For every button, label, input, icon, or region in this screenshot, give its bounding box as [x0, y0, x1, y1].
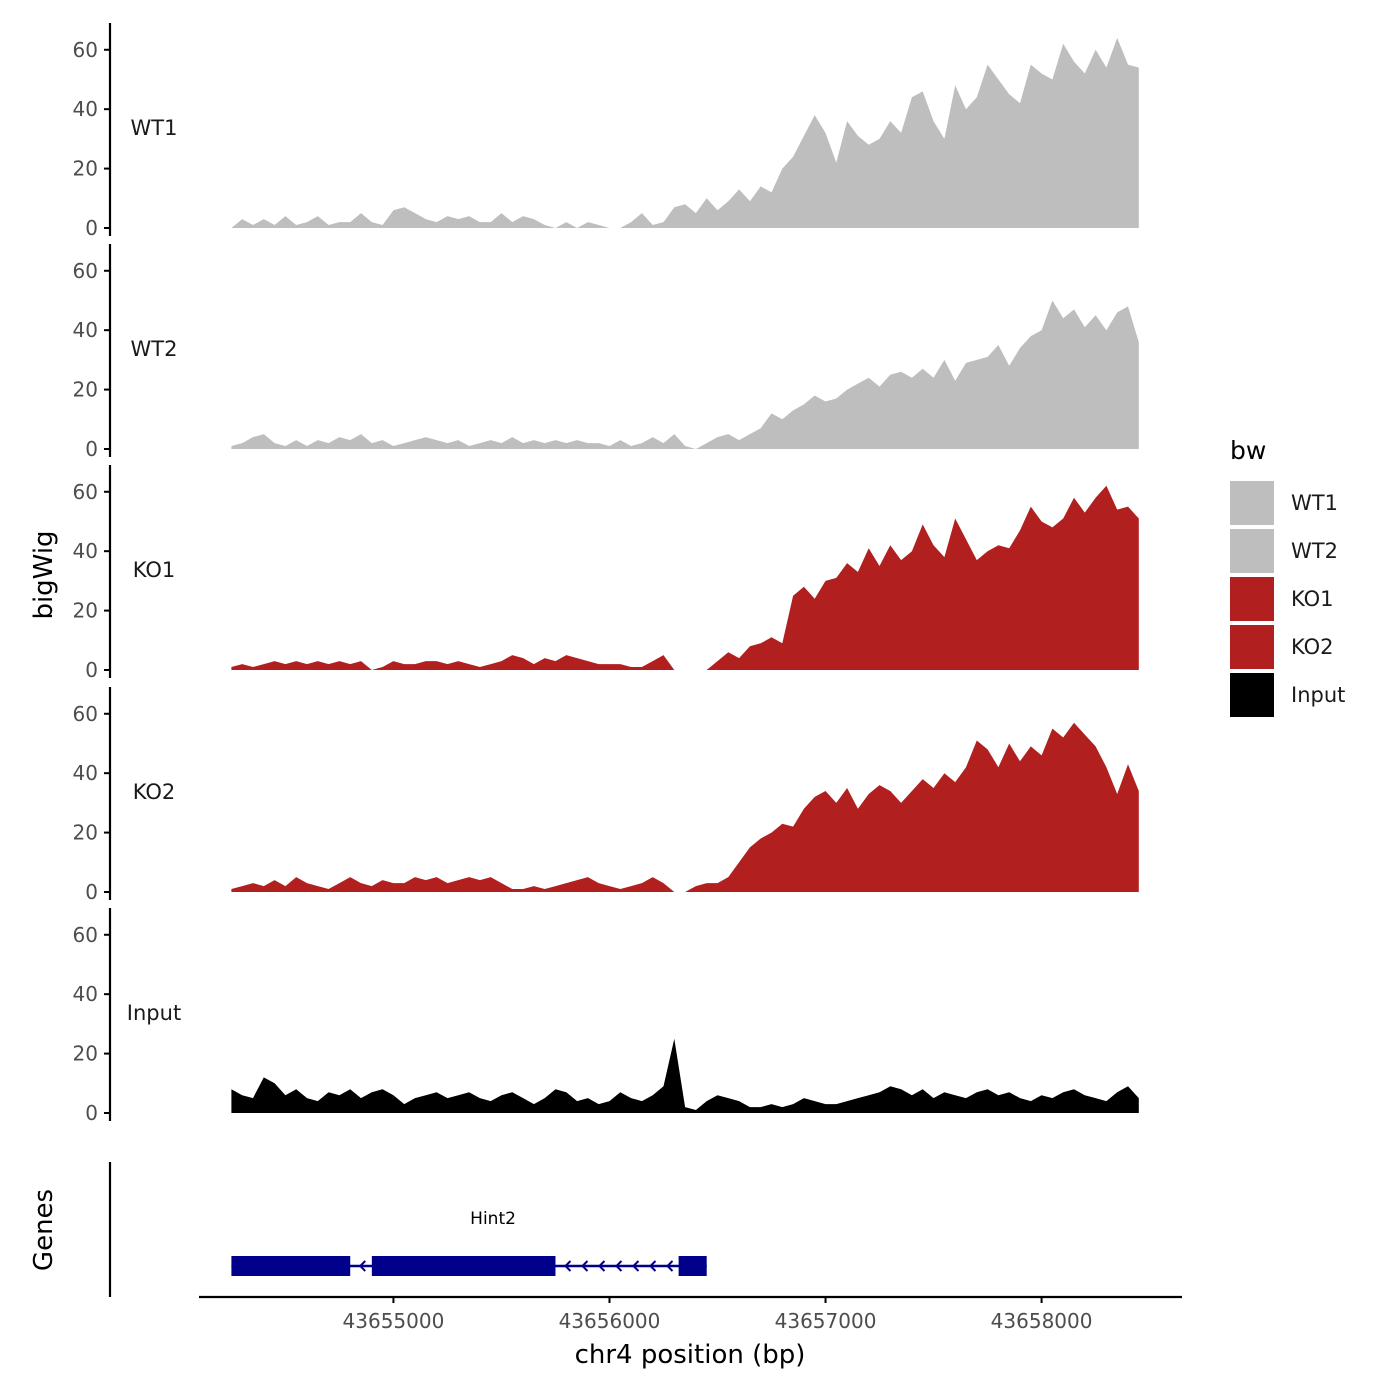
x-tick-label: 43655000 [343, 1309, 445, 1333]
legend-label: KO1 [1291, 587, 1334, 611]
legend-label: KO2 [1291, 635, 1334, 659]
track-ko1: 0 20 40 60 KO1 [73, 465, 1139, 682]
legend-label: Input [1291, 683, 1345, 707]
legend-swatch [1230, 577, 1274, 621]
gene-strand-arrow [358, 1260, 366, 1272]
signal-area-wt1 [231, 37, 1139, 229]
gene-track-title: Genes [29, 1189, 59, 1271]
y-tick-label: 0 [85, 880, 98, 904]
gene-exon [371, 1256, 556, 1276]
track-label-wt2: WT2 [131, 337, 178, 361]
y-tick-label: 40 [73, 97, 98, 121]
track-wt2: 0 20 40 60 WT2 [73, 244, 1139, 461]
y-axis-title: bigWig [29, 530, 59, 619]
track-label-ko2: KO2 [133, 780, 176, 804]
x-axis: 43655000 43656000 43657000 43658000 chr4 po… [199, 1295, 1182, 1370]
y-tick-label: 20 [73, 821, 98, 845]
x-tick-label: 43656000 [559, 1309, 661, 1333]
gene-strand-arrow [632, 1260, 640, 1272]
x-ticks: 43655000 43656000 43657000 43658000 [343, 1297, 1093, 1333]
track-wt1: 0 20 40 60 WT1 [73, 23, 1139, 240]
signal-area-ko2 [231, 722, 1139, 892]
gene-model [231, 1256, 707, 1276]
y-tick-label: 40 [73, 982, 98, 1006]
y-tick-label: 20 [73, 157, 98, 181]
y-tick-label: 0 [85, 1101, 98, 1125]
legend-swatch [1230, 481, 1274, 525]
y-tick-label: 20 [73, 599, 98, 623]
x-tick-label: 43658000 [991, 1309, 1093, 1333]
signal-tracks: 0 20 40 60 WT1 0 20 40 60 WT2 0 20 40 60 KO1 0 20 40 60 KO2… [73, 23, 1139, 1125]
gene-strand-arrow [615, 1260, 623, 1272]
legend-swatch [1230, 529, 1274, 573]
signal-area-input [231, 1038, 1139, 1113]
signal-area-wt2 [231, 300, 1139, 449]
y-tick-label: 60 [73, 38, 98, 62]
y-tick-label: 0 [85, 216, 98, 240]
y-tick-label: 60 [73, 923, 98, 947]
legend: bw WT1 WT2 KO1 KO2 Input [1230, 436, 1345, 717]
gene-exon [678, 1256, 707, 1276]
y-tick-label: 40 [73, 539, 98, 563]
legend-label: WT1 [1291, 491, 1338, 515]
legend-label: WT2 [1291, 539, 1338, 563]
gene-strand-arrow [598, 1260, 606, 1272]
legend-item-wt2: WT2 [1230, 529, 1338, 573]
y-tick-label: 60 [73, 259, 98, 283]
legend-item-input: Input [1230, 673, 1345, 717]
track-label-wt1: WT1 [131, 116, 178, 140]
gene-name-label: Hint2 [470, 1209, 516, 1229]
legend-swatch [1230, 673, 1274, 717]
gene-strand-arrow [581, 1260, 589, 1272]
legend-items: WT1 WT2 KO1 KO2 Input [1230, 481, 1345, 717]
track-label-input: Input [127, 1001, 181, 1025]
y-tick-label: 20 [73, 1042, 98, 1066]
y-tick-label: 20 [73, 378, 98, 402]
y-tick-label: 0 [85, 437, 98, 461]
legend-swatch [1230, 625, 1274, 669]
legend-item-ko2: KO2 [1230, 625, 1334, 669]
y-tick-label: 40 [73, 761, 98, 785]
x-tick-label: 43657000 [775, 1309, 877, 1333]
legend-item-wt1: WT1 [1230, 481, 1338, 525]
gene-exon [231, 1256, 351, 1276]
legend-title: bw [1230, 436, 1266, 465]
track-ko2: 0 20 40 60 KO2 [73, 687, 1139, 904]
x-axis-title: chr4 position (bp) [575, 1340, 806, 1370]
y-tick-label: 0 [85, 658, 98, 682]
track-input: 0 20 40 60 Input [73, 908, 1139, 1125]
gene-strand-arrow [564, 1260, 572, 1272]
gene-strand-arrow [666, 1260, 674, 1272]
y-tick-label: 60 [73, 480, 98, 504]
legend-item-ko1: KO1 [1230, 577, 1334, 621]
signal-area-ko1 [231, 485, 1139, 670]
gene-track: Genes Hint2 [29, 1162, 707, 1297]
y-tick-label: 40 [73, 318, 98, 342]
y-tick-label: 60 [73, 702, 98, 726]
track-label-ko1: KO1 [133, 558, 176, 582]
gene-strand-arrow [649, 1260, 657, 1272]
